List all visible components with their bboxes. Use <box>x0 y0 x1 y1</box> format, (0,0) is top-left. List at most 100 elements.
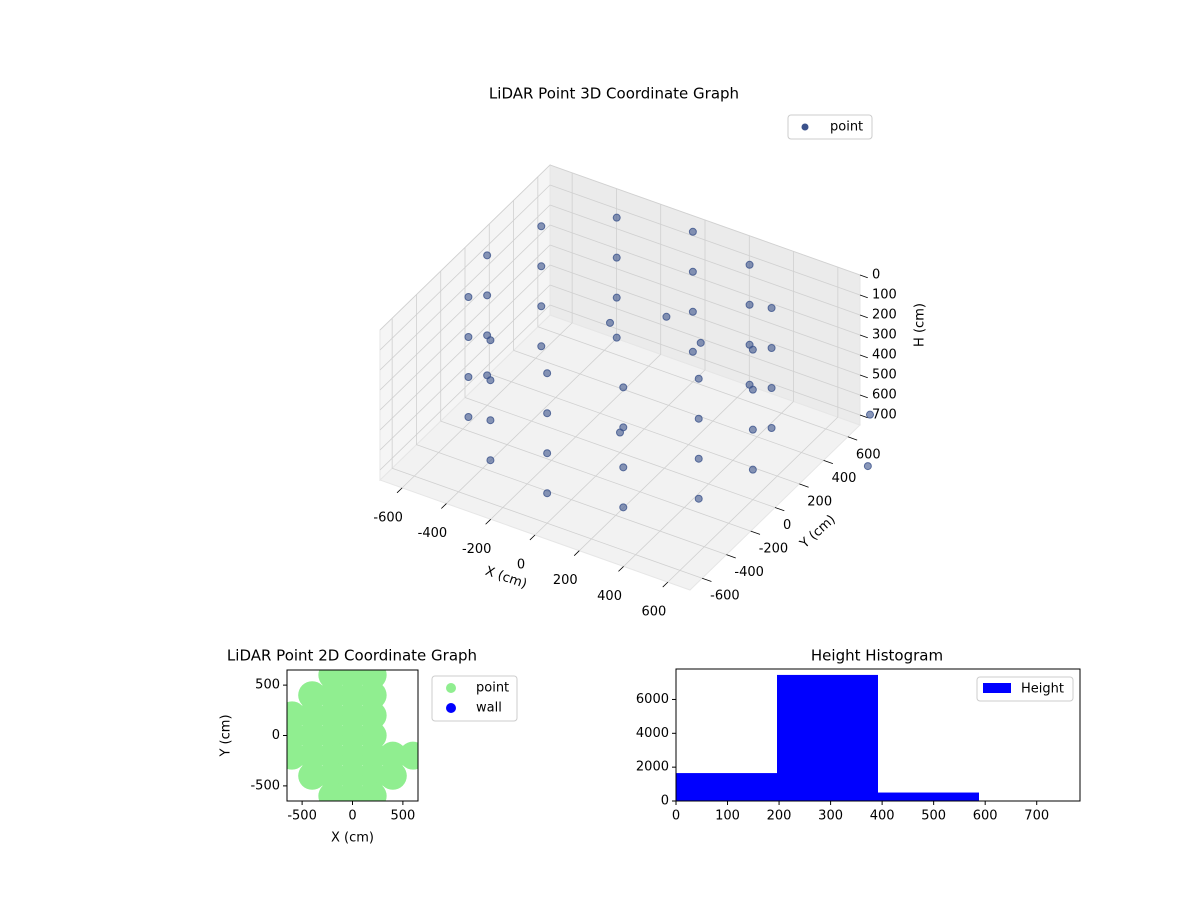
x-tick-label: 600 <box>641 605 666 620</box>
point <box>537 262 546 271</box>
grid-line <box>379 244 551 411</box>
point <box>358 761 387 790</box>
y-tick-label: 400 <box>832 471 857 486</box>
point <box>483 331 492 340</box>
point <box>543 369 552 378</box>
z-tick-label: 100 <box>872 288 897 303</box>
point <box>662 312 671 321</box>
point <box>688 347 697 356</box>
point <box>619 463 628 472</box>
point <box>338 761 367 790</box>
tick-mark <box>702 577 712 582</box>
y-tick-label: 500 <box>255 678 280 693</box>
point <box>486 456 495 465</box>
point <box>688 307 697 316</box>
point <box>537 222 546 231</box>
x-axis-label: X (cm) <box>331 831 374 846</box>
grid-line <box>537 326 848 438</box>
point <box>358 781 387 801</box>
tick-mark <box>662 581 669 588</box>
y-tick-label: 200 <box>807 494 832 509</box>
point <box>398 741 418 770</box>
point <box>537 342 546 351</box>
point <box>866 410 874 419</box>
z-tick-label: 0 <box>872 268 880 283</box>
y-tick-label: 0 <box>783 518 791 533</box>
point <box>318 701 347 730</box>
tick-mark <box>859 274 868 279</box>
plot-area <box>287 670 418 801</box>
x-tick-label: 0 <box>348 809 356 824</box>
point <box>298 761 327 790</box>
point <box>694 374 703 383</box>
y-tick-label: -500 <box>250 778 280 793</box>
point <box>616 428 624 437</box>
legend-label: wall <box>476 701 502 716</box>
point <box>745 300 754 309</box>
point <box>338 741 367 770</box>
z-tick-label: 200 <box>872 308 897 323</box>
x-tick-label: 600 <box>973 809 998 824</box>
tick-mark <box>823 459 834 465</box>
z-tick-label: 500 <box>872 368 897 383</box>
legend-label: point <box>476 681 509 696</box>
point <box>767 304 776 312</box>
point <box>486 416 495 425</box>
x-tick-label: 0 <box>672 809 680 824</box>
point <box>694 414 703 423</box>
grid-line <box>549 264 861 376</box>
point <box>612 293 621 302</box>
legend-box <box>787 114 873 140</box>
point <box>619 383 628 392</box>
point <box>298 721 327 750</box>
x-tick-label: -200 <box>462 542 492 557</box>
z-axis-label: H (cm) <box>913 303 928 347</box>
point <box>745 340 754 349</box>
point <box>483 371 492 380</box>
point <box>694 494 703 503</box>
y-tick-label: 0 <box>272 728 280 743</box>
tick-mark <box>859 374 868 379</box>
x-tick-label: 100 <box>715 809 740 824</box>
y-tick-label: 2000 <box>636 760 669 775</box>
tick-mark <box>859 294 868 299</box>
grid-line <box>464 397 776 508</box>
x-tick-label: 0 <box>517 558 525 573</box>
point <box>612 213 621 222</box>
legend-marker <box>983 683 1011 693</box>
point <box>338 701 367 730</box>
point <box>483 291 492 300</box>
point <box>745 380 754 389</box>
grid-line <box>379 204 551 371</box>
x-tick-label: 400 <box>870 809 895 824</box>
y-tick-label: -400 <box>734 565 764 580</box>
x-tick-label: -400 <box>418 526 448 541</box>
point <box>537 302 546 311</box>
point <box>358 701 387 730</box>
z-tick-label: 300 <box>872 328 897 343</box>
point <box>378 741 407 770</box>
y-tick-label: 0 <box>661 794 669 809</box>
grid-line <box>489 373 800 485</box>
tick-mark <box>859 334 868 339</box>
point <box>767 384 776 392</box>
legend-marker <box>446 703 456 713</box>
tick-mark <box>726 554 736 559</box>
grid-line <box>549 224 861 336</box>
point <box>338 681 367 710</box>
tick-mark <box>396 487 403 494</box>
axes-frame <box>675 668 1081 802</box>
point <box>298 741 327 770</box>
legend-label: Height <box>1021 682 1064 697</box>
tick-mark <box>750 530 761 535</box>
point <box>748 465 757 474</box>
grid-line <box>440 420 751 532</box>
grid-line <box>549 164 861 276</box>
point <box>464 413 473 421</box>
point <box>543 489 552 498</box>
z-tick-label: 600 <box>872 388 897 403</box>
x-tick-label: 500 <box>390 809 415 824</box>
tick-mark <box>774 507 785 512</box>
bar <box>878 792 979 801</box>
tick-mark <box>859 394 868 399</box>
